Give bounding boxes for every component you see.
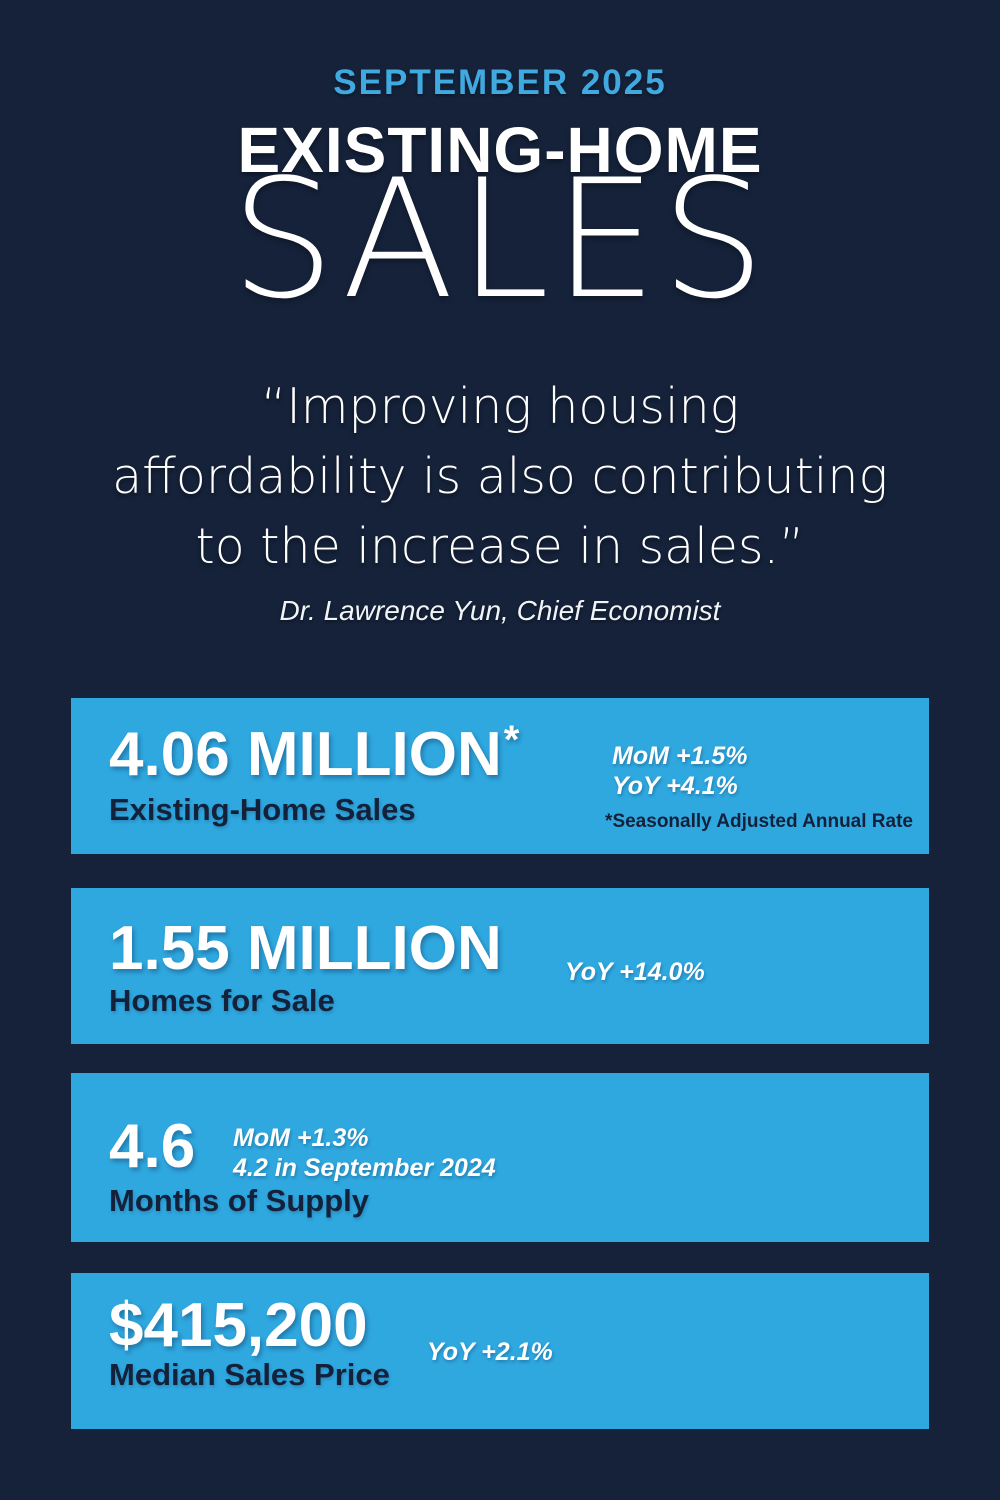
stat-card-existing-home-sales: 4.06 MILLION* MoM +1.5% YoY +4.1% Existi… [71, 698, 929, 854]
stat-card-homes-for-sale: 1.55 MILLION YoY +14.0% Homes for Sale [71, 888, 929, 1044]
stat-value: $415,200 [109, 1291, 368, 1360]
prior-year-value: 4.2 in September 2024 [233, 1154, 496, 1182]
stat-label: Median Sales Price [109, 1357, 390, 1392]
quote-attribution: Dr. Lawrence Yun, Chief Economist [279, 595, 721, 626]
page-title-line1: EXISTING-HOME [237, 114, 763, 186]
stat-value: 4.06 MILLION* [109, 720, 519, 786]
stat-label: Homes for Sale [109, 983, 335, 1018]
stat-annotations: YoY +14.0% [565, 957, 705, 987]
quote-line: to the increase in sales.” [195, 518, 805, 575]
stat-value-text: 4.06 MILLION [109, 720, 502, 789]
stat-value-asterisk: * [503, 718, 520, 762]
stat-label: Months of Supply [109, 1183, 370, 1218]
stat-value: 4.6 [109, 1112, 196, 1181]
quote-line: affordability is also contributing [112, 448, 888, 505]
yoy-change: YoY +14.0% [565, 958, 705, 986]
yoy-change: YoY +2.1% [427, 1338, 553, 1366]
report-month: SEPTEMBER 2025 [333, 63, 667, 102]
stat-annotations: MoM +1.5% YoY +4.1% [612, 741, 747, 801]
stat-card-median-sales-price: $415,200 YoY +2.1% Median Sales Price [71, 1273, 929, 1429]
quote-line: “Improving housing [260, 378, 740, 435]
stat-card-months-of-supply: 4.6 MoM +1.3% 4.2 in September 2024 Mont… [71, 1073, 929, 1242]
stat-label: Existing-Home Sales [109, 792, 416, 827]
yoy-change: YoY +4.1% [612, 772, 738, 800]
stat-value: 1.55 MILLION [109, 914, 502, 983]
economist-quote: “Improving housing affordability is also… [0, 372, 1000, 582]
stat-annotations: YoY +2.1% [427, 1337, 553, 1367]
stat-footnote: *Seasonally Adjusted Annual Rate [605, 811, 913, 832]
mom-change: MoM +1.3% [233, 1124, 369, 1152]
mom-change: MoM +1.5% [612, 742, 748, 770]
stat-annotations: MoM +1.3% 4.2 in September 2024 [233, 1123, 496, 1183]
page-title-line2: SALES [230, 144, 770, 335]
